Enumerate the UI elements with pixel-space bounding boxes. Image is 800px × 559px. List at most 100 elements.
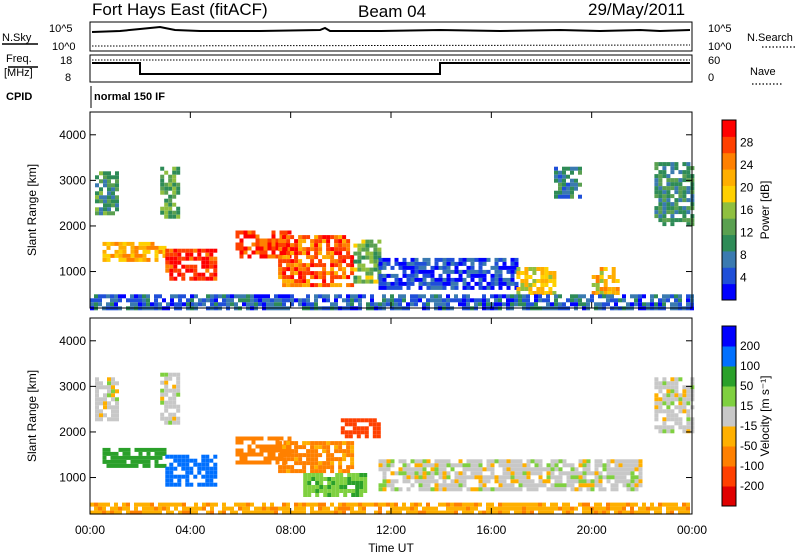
power-cell <box>369 243 374 248</box>
velocity-cell <box>198 506 202 511</box>
velocity-cell <box>658 397 663 402</box>
velocity-cell <box>162 451 167 456</box>
velocity-cell <box>209 470 214 475</box>
power-cell <box>622 298 626 303</box>
velocity-cell <box>114 459 119 464</box>
power-cell <box>510 281 515 286</box>
power-cell <box>654 214 659 219</box>
velocity-cell <box>642 502 646 507</box>
velocity-cell <box>323 477 328 481</box>
velocity-cell <box>618 463 623 468</box>
velocity-cell <box>327 485 332 489</box>
velocity-cell <box>95 393 99 398</box>
velocity-cell <box>290 469 295 474</box>
velocity-cell <box>438 467 443 472</box>
colorbar-tick: 15 <box>740 399 754 413</box>
velocity-cell <box>107 417 111 422</box>
velocity-cell <box>176 384 181 389</box>
velocity-cell <box>177 478 182 483</box>
velocity-cell <box>570 475 575 480</box>
velocity-cell <box>176 404 181 409</box>
power-cell <box>548 279 553 283</box>
velocity-cell <box>658 429 663 434</box>
velocity-cell <box>518 475 523 480</box>
power-cell <box>94 298 98 303</box>
velocity-cell <box>339 473 344 477</box>
velocity-cell <box>347 477 352 481</box>
velocity-cell <box>594 502 598 507</box>
noise-tick-low-left: 10^0 <box>52 41 76 53</box>
velocity-cell <box>550 471 555 476</box>
power-cell <box>462 302 466 307</box>
power-cell <box>382 277 387 282</box>
velocity-cell <box>238 506 242 511</box>
velocity-cell <box>235 440 240 445</box>
velocity-cell <box>99 397 103 402</box>
velocity-cell <box>134 459 139 464</box>
power-cell <box>438 281 443 286</box>
power-cell <box>350 255 355 260</box>
velocity-cell <box>682 397 687 402</box>
velocity-cell <box>351 481 356 485</box>
power-cell <box>554 166 558 171</box>
power-cell <box>169 268 174 273</box>
power-cell <box>176 182 181 187</box>
power-cell <box>526 298 530 303</box>
power-cell <box>434 277 439 282</box>
power-cell <box>410 265 415 270</box>
velocity-cell <box>282 506 286 511</box>
velocity-cell <box>514 487 519 492</box>
power-cell <box>662 170 667 175</box>
velocity-cell <box>654 401 659 406</box>
velocity-cell <box>670 409 675 414</box>
power-cell <box>330 267 335 272</box>
velocity-cell <box>376 430 381 435</box>
velocity-cell <box>398 487 403 492</box>
velocity-cell <box>259 448 264 453</box>
velocity-cell <box>410 471 415 476</box>
velocity-cell <box>146 455 151 460</box>
power-cell <box>130 298 134 303</box>
velocity-cell <box>602 510 606 515</box>
velocity-colorbar-label: Velocity [m s⁻¹] <box>758 375 772 456</box>
velocity-cell <box>247 436 252 441</box>
power-cell <box>442 285 447 290</box>
power-cell <box>213 272 218 277</box>
velocity-cell <box>402 475 407 480</box>
velocity-cell <box>422 487 427 492</box>
velocity-cell <box>570 506 574 511</box>
power-cell <box>306 279 311 284</box>
power-cell <box>278 294 282 299</box>
velocity-cell <box>255 436 260 441</box>
power-cell <box>486 285 491 290</box>
power-cell <box>666 206 671 211</box>
velocity-cell <box>418 475 423 480</box>
power-cell <box>438 265 443 270</box>
power-cell <box>99 191 103 196</box>
power-cell <box>114 241 119 246</box>
velocity-cell <box>422 475 427 480</box>
velocity-cell <box>390 506 394 511</box>
power-cell <box>334 283 339 288</box>
velocity-cell <box>378 510 382 515</box>
power-cell <box>209 256 214 261</box>
velocity-cell <box>95 377 99 382</box>
velocity-cell <box>338 441 343 446</box>
power-cell <box>165 256 170 261</box>
velocity-cell <box>558 483 563 488</box>
power-cell <box>302 251 307 256</box>
power-cell <box>442 257 447 262</box>
velocity-cell <box>502 487 507 492</box>
velocity-cell <box>173 466 178 471</box>
power-cell <box>548 291 553 295</box>
power-cell <box>595 291 600 295</box>
power-cell <box>169 252 174 257</box>
power-cell <box>438 285 443 290</box>
power-cell <box>658 190 663 195</box>
velocity-cell <box>518 463 523 468</box>
power-cell <box>674 294 678 299</box>
power-cell <box>466 257 471 262</box>
power-cell <box>570 294 574 299</box>
power-cell <box>670 214 675 219</box>
power-cell <box>566 298 570 303</box>
